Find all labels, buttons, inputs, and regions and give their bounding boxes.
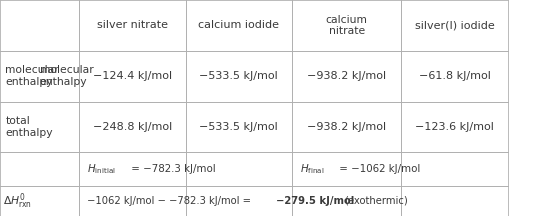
Text: $H_\mathrm{final}$: $H_\mathrm{final}$ bbox=[300, 162, 325, 176]
Text: −279.5 kJ/mol: −279.5 kJ/mol bbox=[276, 196, 354, 206]
Text: −123.6 kJ/mol: −123.6 kJ/mol bbox=[415, 122, 494, 132]
Text: molecular
enthalpy: molecular enthalpy bbox=[5, 65, 59, 87]
Text: $\Delta H^0_\mathrm{rxn}$: $\Delta H^0_\mathrm{rxn}$ bbox=[3, 191, 32, 211]
Text: calcium iodide: calcium iodide bbox=[198, 20, 280, 30]
Text: −533.5 kJ/mol: −533.5 kJ/mol bbox=[199, 122, 278, 132]
Text: −938.2 kJ/mol: −938.2 kJ/mol bbox=[307, 122, 386, 132]
Text: calcium
nitrate: calcium nitrate bbox=[326, 15, 367, 36]
Text: −533.5 kJ/mol: −533.5 kJ/mol bbox=[199, 71, 278, 81]
Text: −938.2 kJ/mol: −938.2 kJ/mol bbox=[307, 71, 386, 81]
Text: = −782.3 kJ/mol: = −782.3 kJ/mol bbox=[128, 164, 216, 174]
Text: −124.4 kJ/mol: −124.4 kJ/mol bbox=[93, 71, 172, 81]
Text: −1062 kJ/mol − −782.3 kJ/mol =: −1062 kJ/mol − −782.3 kJ/mol = bbox=[87, 196, 254, 206]
Text: −248.8 kJ/mol: −248.8 kJ/mol bbox=[93, 122, 172, 132]
Text: total
enthalpy: total enthalpy bbox=[5, 116, 53, 138]
Text: $H_\mathrm{initial}$: $H_\mathrm{initial}$ bbox=[87, 162, 116, 176]
Text: = −1062 kJ/mol: = −1062 kJ/mol bbox=[336, 164, 420, 174]
Text: (exothermic): (exothermic) bbox=[344, 196, 408, 206]
Text: molecular
enthalpy: molecular enthalpy bbox=[39, 65, 93, 87]
Text: −61.8 kJ/mol: −61.8 kJ/mol bbox=[419, 71, 490, 81]
Text: silver nitrate: silver nitrate bbox=[97, 20, 168, 30]
Text: silver(I) iodide: silver(I) iodide bbox=[414, 20, 495, 30]
